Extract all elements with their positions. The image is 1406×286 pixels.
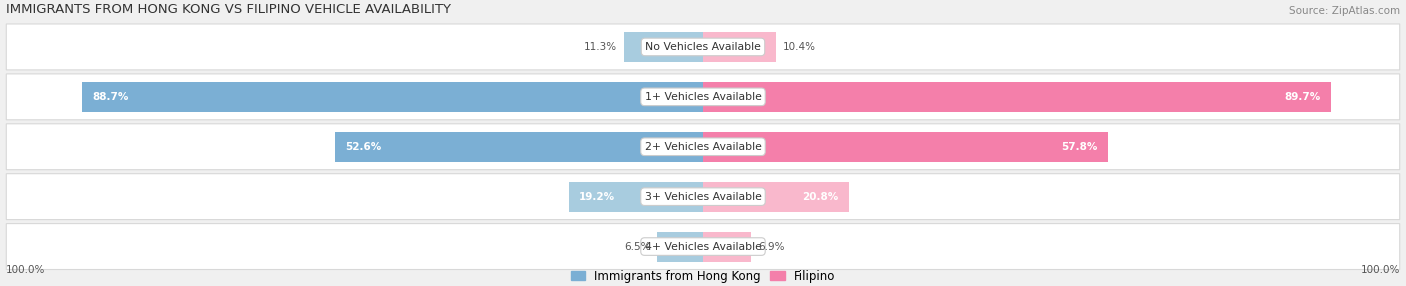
Bar bbox=[335, 132, 703, 162]
Text: 57.8%: 57.8% bbox=[1062, 142, 1097, 152]
FancyBboxPatch shape bbox=[6, 224, 1400, 269]
Text: 1+ Vehicles Available: 1+ Vehicles Available bbox=[644, 92, 762, 102]
Text: Source: ZipAtlas.com: Source: ZipAtlas.com bbox=[1288, 6, 1400, 16]
FancyBboxPatch shape bbox=[6, 124, 1400, 170]
Bar bbox=[568, 182, 703, 212]
Text: 10.4%: 10.4% bbox=[783, 42, 815, 52]
Text: 89.7%: 89.7% bbox=[1284, 92, 1320, 102]
Text: 52.6%: 52.6% bbox=[346, 142, 381, 152]
Bar bbox=[82, 82, 703, 112]
Text: 100.0%: 100.0% bbox=[1361, 265, 1400, 275]
Text: 19.2%: 19.2% bbox=[579, 192, 616, 202]
Text: 11.3%: 11.3% bbox=[583, 42, 617, 52]
Text: 2+ Vehicles Available: 2+ Vehicles Available bbox=[644, 142, 762, 152]
Text: IMMIGRANTS FROM HONG KONG VS FILIPINO VEHICLE AVAILABILITY: IMMIGRANTS FROM HONG KONG VS FILIPINO VE… bbox=[6, 3, 451, 16]
Bar bbox=[658, 232, 703, 261]
FancyBboxPatch shape bbox=[6, 174, 1400, 220]
Bar bbox=[703, 82, 1331, 112]
Text: 100.0%: 100.0% bbox=[6, 265, 45, 275]
Text: 6.5%: 6.5% bbox=[624, 242, 651, 252]
Text: 88.7%: 88.7% bbox=[93, 92, 129, 102]
Text: 3+ Vehicles Available: 3+ Vehicles Available bbox=[644, 192, 762, 202]
Legend: Immigrants from Hong Kong, Filipino: Immigrants from Hong Kong, Filipino bbox=[567, 266, 839, 286]
FancyBboxPatch shape bbox=[6, 74, 1400, 120]
Bar bbox=[703, 182, 849, 212]
Bar bbox=[624, 32, 703, 62]
Bar bbox=[703, 32, 776, 62]
Bar bbox=[703, 132, 1108, 162]
FancyBboxPatch shape bbox=[6, 24, 1400, 70]
Bar bbox=[703, 232, 751, 261]
Text: 6.9%: 6.9% bbox=[758, 242, 785, 252]
Text: No Vehicles Available: No Vehicles Available bbox=[645, 42, 761, 52]
Text: 20.8%: 20.8% bbox=[801, 192, 838, 202]
Text: 4+ Vehicles Available: 4+ Vehicles Available bbox=[644, 242, 762, 252]
